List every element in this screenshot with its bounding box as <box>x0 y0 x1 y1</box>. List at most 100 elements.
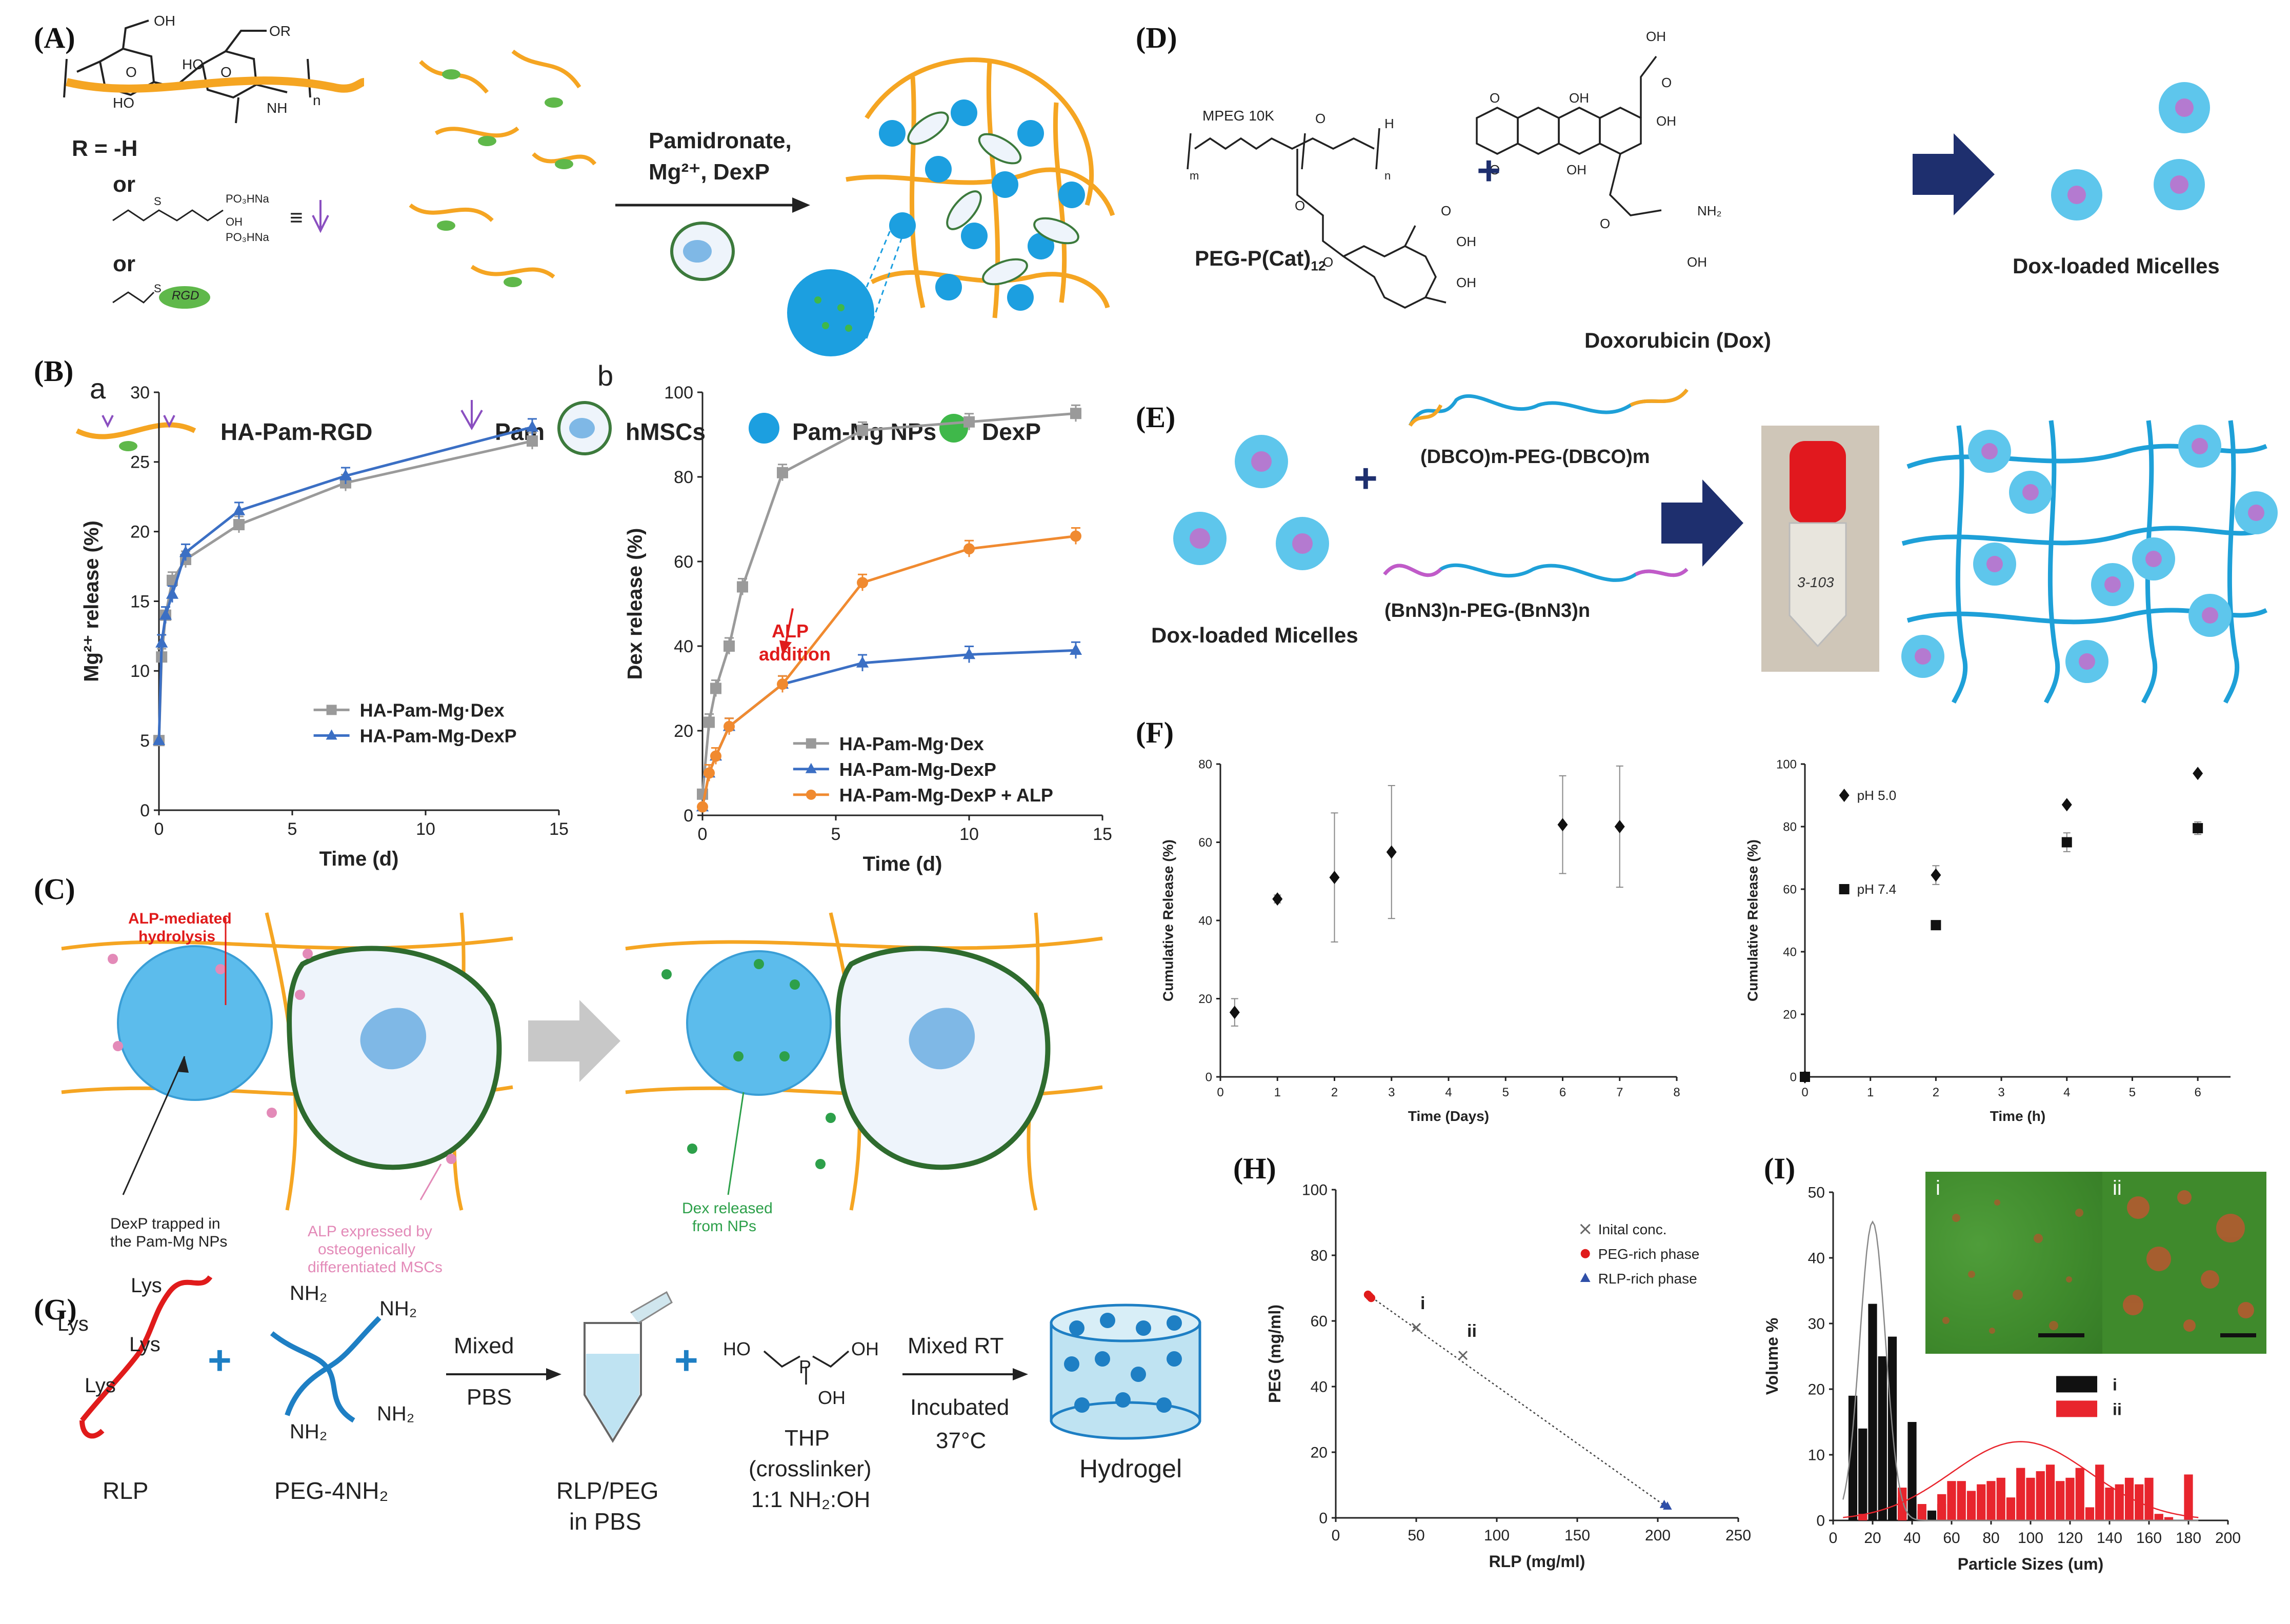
legend-marker <box>1839 884 1850 894</box>
oh-label-2: OH <box>818 1387 846 1408</box>
svg-text:O: O <box>1490 90 1500 106</box>
x-tick-label: 4 <box>2063 1086 2070 1099</box>
data-point <box>777 678 788 690</box>
svg-text:O: O <box>220 64 232 80</box>
x-tick-label: 180 <box>2176 1530 2201 1547</box>
legend-swatch-i <box>2056 1376 2098 1393</box>
x-tick-label: 0 <box>1332 1527 1340 1544</box>
y-tick-label: 40 <box>1198 914 1212 928</box>
note-released-1: Dex released <box>682 1200 773 1217</box>
p-label: P <box>799 1356 812 1377</box>
svg-text:OH: OH <box>1566 162 1586 177</box>
y-axis-label: Volume % <box>1763 1318 1781 1395</box>
bar-i <box>1927 1510 1937 1520</box>
x-tick-label: 100 <box>1484 1527 1510 1544</box>
point-label: i <box>1420 1294 1425 1313</box>
data-point <box>777 467 788 478</box>
bar-ii <box>2105 1488 2114 1520</box>
data-point <box>527 435 538 447</box>
legend-label: PEG-rich phase <box>1598 1246 1700 1262</box>
alp-note-2: addition <box>759 644 831 665</box>
y-tick-label: 40 <box>1808 1250 1825 1267</box>
data-point <box>963 543 975 555</box>
inset-micrograph-i <box>1925 1172 2102 1354</box>
x-axis-label: Time (Days) <box>1408 1108 1489 1124</box>
data-point <box>159 608 172 620</box>
panel-g-figure: + + <box>79 1275 1201 1443</box>
x-tick-label: 1 <box>1867 1086 1874 1099</box>
mixed-label: Mixed <box>454 1333 514 1358</box>
oh-label-1: OH <box>851 1338 879 1359</box>
data-point <box>232 504 246 515</box>
bar-ii <box>2075 1468 2084 1520</box>
svg-text:+: + <box>1354 455 1378 501</box>
rgd-ellipse <box>159 286 210 309</box>
x-tick-label: 2 <box>1331 1086 1338 1099</box>
x-tick-label: 3 <box>1998 1086 2004 1099</box>
x-tick-label: 150 <box>1564 1527 1590 1544</box>
x-axis-label: Time (h) <box>1990 1108 2045 1124</box>
y-tick-label: 20 <box>1311 1445 1328 1461</box>
x-tick-label: 80 <box>1982 1530 1999 1547</box>
y-tick-label: 0 <box>140 801 150 820</box>
svg-text:S: S <box>154 282 162 295</box>
note-released-2: from NPs <box>692 1218 757 1235</box>
x-tick-label: 3 <box>1388 1086 1395 1099</box>
y-tick-label: 80 <box>1311 1248 1328 1265</box>
note-alp-1: ALP expressed by <box>308 1223 432 1240</box>
svg-text:OH: OH <box>1456 234 1476 249</box>
legend-marker <box>326 705 337 715</box>
y-tick-label: 15 <box>130 592 150 611</box>
x-tick-label: 10 <box>416 819 435 839</box>
data-point <box>166 587 179 599</box>
data-point <box>2061 837 2072 848</box>
micelle-group-d <box>2051 82 2210 220</box>
rgd-tag: RGD <box>172 289 199 303</box>
panel-c-figure <box>61 912 1103 1211</box>
note-trapped-2: the Pam-Mg NPs <box>110 1233 228 1250</box>
y-tick-label: 60 <box>1783 883 1797 896</box>
y-axis-label: Cumulative Release (%) <box>1745 839 1761 1001</box>
data-point <box>1272 892 1283 906</box>
data-point <box>1411 1322 1421 1332</box>
data-point <box>2193 823 2203 834</box>
y-tick-label: 20 <box>1198 992 1212 1006</box>
data-point <box>2193 767 2203 780</box>
svg-text:O: O <box>1441 203 1451 218</box>
svg-text:O: O <box>1295 198 1305 213</box>
y-tick-label: 0 <box>1816 1513 1825 1530</box>
bar-ii <box>2144 1477 2154 1520</box>
data-point <box>1931 920 1941 931</box>
data-point <box>179 546 192 557</box>
data-point <box>1800 1072 1810 1082</box>
panel-d-figure: O O O O OH OH O O OH O OH NH₂ OH OH OH O m n H + <box>1187 29 2210 309</box>
legend-label: pH 7.4 <box>1857 881 1897 897</box>
data-point <box>152 733 166 745</box>
bar-ii <box>1996 1477 2005 1520</box>
data-point <box>1386 845 1397 859</box>
x-tick-label: 0 <box>1217 1086 1223 1099</box>
hydrogel-label: Hydrogel <box>1079 1454 1182 1483</box>
peg-p-cat-label: PEG-P(Cat)12 <box>1195 246 1325 274</box>
legend-marker <box>806 738 816 749</box>
data-point <box>1229 1006 1240 1019</box>
panel-a-figure: OH O HO HO O OR NH n S PO₃HNa OH PO₃HNa … <box>63 13 1115 455</box>
legend-label: HA-Pam-Mg-DexP + ALP <box>839 785 1053 806</box>
y-axis-label: Mg²⁺ release (%) <box>81 520 103 682</box>
svg-text:m: m <box>1190 169 1199 182</box>
r-substituents <box>112 209 224 304</box>
legend-marker <box>1839 789 1850 802</box>
svg-text:n: n <box>1384 169 1391 182</box>
bar-ii <box>2154 1514 2163 1520</box>
svg-text:O: O <box>1323 254 1333 270</box>
svg-text:+: + <box>1477 148 1501 193</box>
x-axis-label: Particle Sizes (um) <box>1958 1555 2104 1573</box>
y-tick-label: 10 <box>130 661 150 681</box>
data-point <box>857 577 868 589</box>
data-point <box>339 469 352 480</box>
legend-label: HA-Pam-Mg-DexP <box>360 725 517 746</box>
gray-arrow-c <box>528 1000 620 1082</box>
